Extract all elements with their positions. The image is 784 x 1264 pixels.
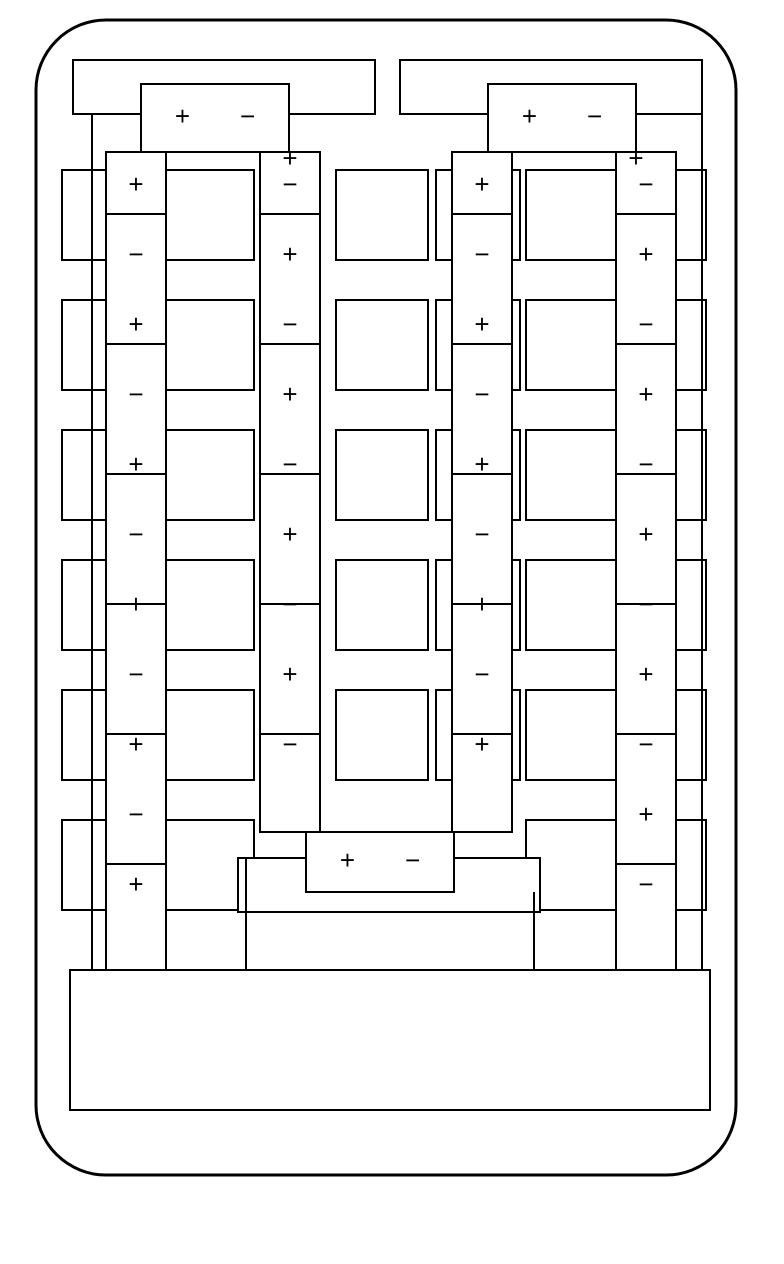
- plus-icon: +: [474, 169, 489, 199]
- base-rect: [70, 970, 710, 1110]
- minus-icon: −: [587, 101, 602, 131]
- minus-icon: −: [128, 799, 143, 829]
- minus-icon: −: [474, 239, 489, 269]
- plus-icon: +: [128, 309, 143, 339]
- plus-icon: +: [628, 143, 643, 173]
- plus-icon: +: [638, 519, 653, 549]
- plus-icon: +: [638, 239, 653, 269]
- plus-icon: +: [474, 309, 489, 339]
- top-terminals: +−+−++: [141, 84, 644, 173]
- plus-icon: +: [282, 379, 297, 409]
- minus-icon: −: [638, 869, 653, 899]
- plus-icon: +: [282, 143, 297, 173]
- minus-icon: −: [128, 239, 143, 269]
- minus-icon: −: [240, 101, 255, 131]
- plus-icon: +: [638, 659, 653, 689]
- plus-icon: +: [638, 799, 653, 829]
- column-2: −+−+−+−+−: [260, 152, 320, 832]
- column-3: +−+−+−+−+: [452, 152, 512, 832]
- minus-icon: −: [128, 659, 143, 689]
- minus-icon: −: [128, 379, 143, 409]
- plus-icon: +: [522, 101, 537, 131]
- plus-icon: +: [282, 239, 297, 269]
- plus-icon: +: [175, 101, 190, 131]
- column-1: +−+−+−+−+−+: [106, 152, 166, 970]
- diagram-svg: +−+−+−+−+−+−+−+−+−+−+−+−+−+−+−+−+−+−+−+−…: [0, 0, 784, 1264]
- minus-icon: −: [638, 309, 653, 339]
- plus-icon: +: [282, 519, 297, 549]
- plus-icon: +: [638, 379, 653, 409]
- minus-icon: −: [474, 659, 489, 689]
- minus-icon: −: [282, 309, 297, 339]
- plus-icon: +: [340, 845, 355, 875]
- minus-icon: −: [405, 845, 420, 875]
- minus-icon: −: [282, 169, 297, 199]
- plus-icon: +: [128, 869, 143, 899]
- minus-icon: −: [474, 519, 489, 549]
- column-4: −+−+−+−+−+−: [616, 152, 676, 970]
- minus-icon: −: [128, 519, 143, 549]
- plus-icon: +: [128, 169, 143, 199]
- minus-icon: −: [638, 169, 653, 199]
- plus-icon: +: [282, 659, 297, 689]
- minus-icon: −: [474, 379, 489, 409]
